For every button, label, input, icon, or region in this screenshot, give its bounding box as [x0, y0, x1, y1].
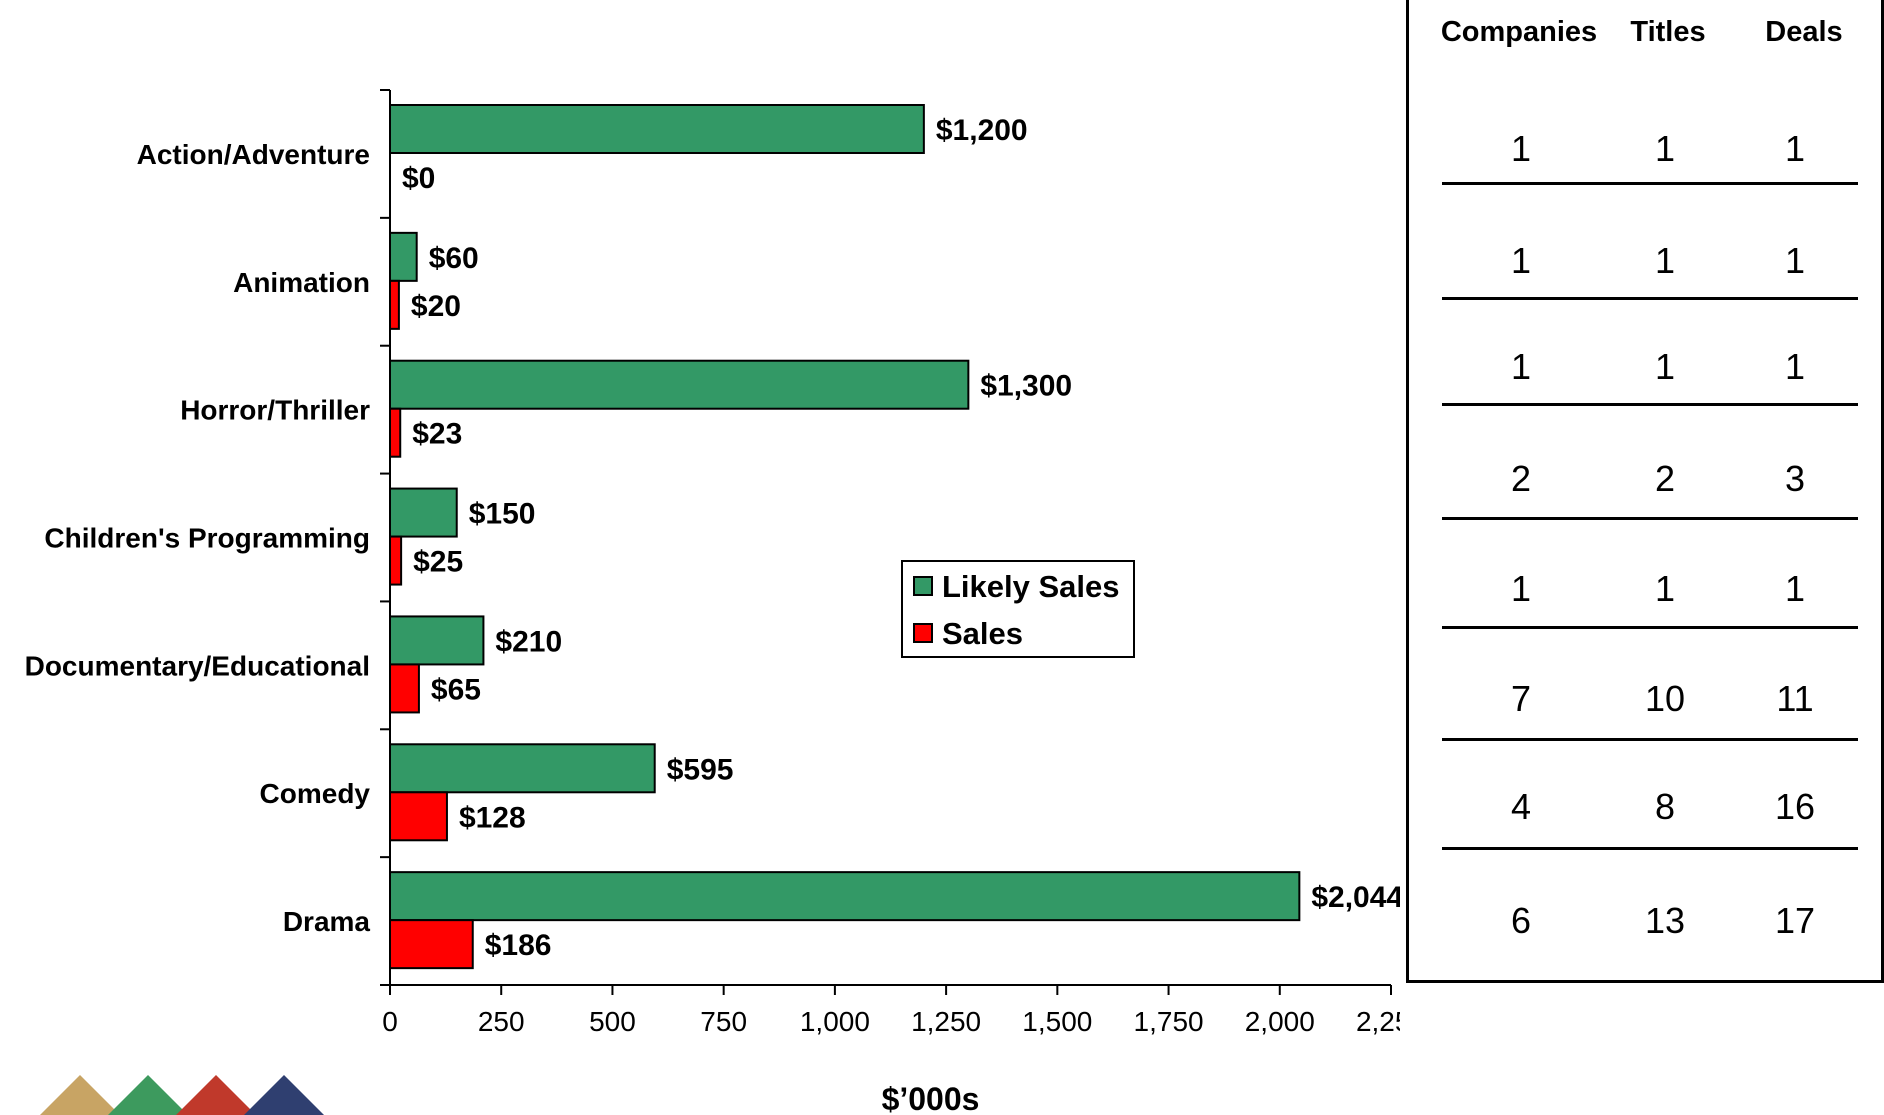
x-axis-title: $’000s: [882, 1081, 980, 1115]
logo: [40, 1075, 324, 1115]
legend-label: Likely Sales: [942, 569, 1120, 604]
bar-sales: [389, 663, 420, 714]
bar-likely-sales: [389, 743, 656, 794]
bar-sales: [389, 535, 403, 586]
bar-chart: Action/Adventure Animation Horror/Thriller…: [25, 89, 1400, 1115]
data-label: $210: [495, 625, 562, 658]
bar-sales: [389, 279, 400, 330]
category-label: Documentary/Educational: [25, 650, 370, 681]
bar-likely-sales: [389, 615, 485, 666]
bar-likely-sales: [389, 871, 1301, 922]
category-label: Animation: [233, 267, 370, 298]
table-cell: 1: [1510, 240, 1532, 281]
category-label: Drama: [283, 906, 371, 937]
category-label: Comedy: [260, 778, 371, 809]
x-tick-label: 2,250: [1356, 1006, 1400, 1037]
table-cell: 6: [1510, 900, 1532, 941]
logo-triangle-green: [108, 1075, 188, 1115]
bar-likely-sales: [389, 359, 970, 410]
x-tick-label: 750: [700, 1006, 747, 1037]
table-cell: 1: [1784, 128, 1806, 169]
category-label: Action/Adventure: [137, 139, 370, 170]
data-label: $128: [459, 801, 526, 834]
bar-likely-sales: [389, 487, 458, 538]
table-cell: 1: [1654, 240, 1676, 281]
table-cell: 1: [1784, 346, 1806, 387]
row-divider: [1442, 297, 1858, 300]
table-cell: 1: [1654, 568, 1676, 609]
row-divider: [1442, 847, 1858, 850]
data-label: $60: [429, 242, 479, 275]
table-cell: 1: [1510, 568, 1532, 609]
data-label: $1,300: [980, 370, 1072, 403]
logo-triangle-navy: [244, 1075, 324, 1115]
legend-swatch: [913, 623, 933, 643]
row-divider: [1442, 403, 1858, 406]
header-deals: Deals: [1765, 16, 1843, 48]
bars: [389, 104, 1301, 970]
legend-box: [901, 560, 1135, 658]
bar-sales: [389, 919, 474, 970]
logo-triangle-tan: [40, 1075, 120, 1115]
x-tick-label: 1,750: [1134, 1006, 1204, 1037]
bar-sales: [389, 407, 402, 458]
data-label: $150: [469, 498, 536, 531]
legend-swatch: [913, 576, 933, 596]
table-cell: 8: [1654, 786, 1676, 827]
table-cell: 2: [1510, 458, 1532, 499]
x-tick-label: 0: [382, 1006, 398, 1037]
data-label: $23: [412, 418, 462, 451]
table-cell: 4: [1510, 786, 1532, 827]
header-companies: Companies: [1440, 16, 1598, 48]
table-cell: 13: [1644, 900, 1686, 941]
table-cell: 17: [1774, 900, 1816, 941]
table-cell: 1: [1510, 346, 1532, 387]
table-cell: 1: [1510, 128, 1532, 169]
data-label: $0: [402, 162, 435, 195]
table-cell: 16: [1774, 786, 1816, 827]
axes: [380, 89, 1392, 995]
data-label: $25: [413, 546, 463, 579]
data-label: $2,044: [1311, 881, 1400, 914]
header-titles: Titles: [1630, 16, 1706, 48]
table-cell: 1: [1654, 346, 1676, 387]
category-label: Children's Programming: [44, 523, 370, 554]
table-cell: 10: [1644, 678, 1686, 719]
table-cell: 3: [1784, 458, 1806, 499]
table-cell: 1: [1784, 568, 1806, 609]
legend-label: Sales: [942, 616, 1023, 651]
value-labels: $1,200 $0 $60 $20 $1,300 $23 $150$25 $210 $65 $59…: [402, 114, 1400, 962]
row-divider: [1442, 517, 1858, 520]
legend: Likely Sales Sales: [901, 560, 1135, 658]
category-label: Horror/Thriller: [180, 395, 370, 426]
bar-likely-sales: [389, 231, 418, 282]
table-cell: 7: [1510, 678, 1532, 719]
x-tick-labels: 0 250 500 750 1,000 1,250 1,500 1,750 2,000 2,250: [382, 1006, 1400, 1037]
x-tick-label: 1,250: [911, 1006, 981, 1037]
table-cell: 1: [1784, 240, 1806, 281]
x-tick-label: 1,500: [1022, 1006, 1092, 1037]
table-cell: 11: [1776, 678, 1814, 719]
bar-likely-sales: [389, 104, 925, 154]
data-label: $595: [667, 753, 734, 786]
category-labels: Action/Adventure Animation Horror/Thriller…: [25, 139, 371, 937]
data-label: $1,200: [936, 114, 1028, 147]
table-cell: 2: [1654, 458, 1676, 499]
table-cell: 1: [1654, 128, 1676, 169]
x-tick-label: 2,000: [1245, 1006, 1315, 1037]
x-tick-label: 500: [589, 1006, 636, 1037]
row-divider: [1442, 182, 1858, 185]
data-label: $20: [411, 290, 461, 323]
bar-sales: [389, 791, 448, 842]
x-tick-label: 250: [478, 1006, 525, 1037]
row-divider: [1442, 738, 1858, 741]
data-label: $186: [485, 929, 552, 962]
logo-triangle-red: [176, 1075, 256, 1115]
row-divider: [1442, 626, 1858, 629]
x-tick-label: 1,000: [800, 1006, 870, 1037]
data-label: $65: [431, 673, 481, 706]
